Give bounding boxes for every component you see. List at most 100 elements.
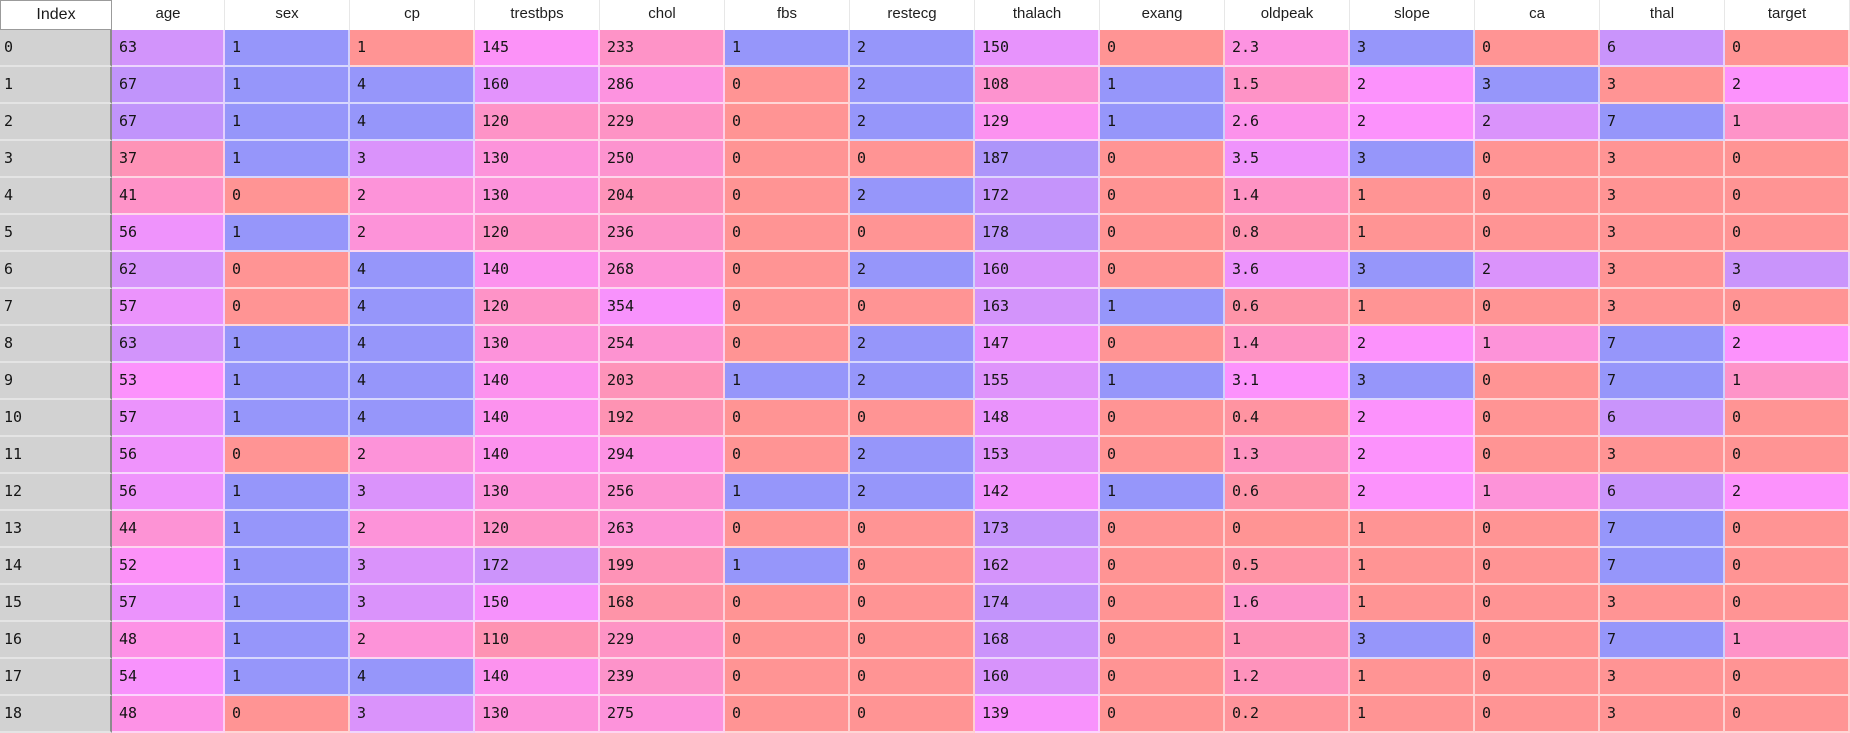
- cell-chol[interactable]: 204: [600, 178, 725, 215]
- cell-exang[interactable]: 0: [1100, 326, 1225, 363]
- cell-thalach[interactable]: 174: [975, 585, 1100, 622]
- cell-oldpeak[interactable]: 0.4: [1225, 400, 1350, 437]
- cell-trestbps[interactable]: 172: [475, 548, 600, 585]
- cell-ca[interactable]: 0: [1475, 548, 1600, 585]
- cell-fbs[interactable]: 1: [725, 474, 850, 511]
- cell-age[interactable]: 67: [112, 67, 225, 104]
- cell-restecg[interactable]: 0: [850, 622, 975, 659]
- cell-age[interactable]: 53: [112, 363, 225, 400]
- cell-sex[interactable]: 0: [225, 437, 350, 474]
- cell-oldpeak[interactable]: 1.3: [1225, 437, 1350, 474]
- cell-ca[interactable]: 0: [1475, 289, 1600, 326]
- cell-thal[interactable]: 3: [1600, 289, 1725, 326]
- cell-trestbps[interactable]: 145: [475, 30, 600, 67]
- cell-thal[interactable]: 3: [1600, 252, 1725, 289]
- cell-chol[interactable]: 256: [600, 474, 725, 511]
- cell-target[interactable]: 0: [1725, 215, 1850, 252]
- cell-slope[interactable]: 1: [1350, 585, 1475, 622]
- cell-restecg[interactable]: 0: [850, 141, 975, 178]
- row-index-cell[interactable]: 9: [0, 363, 112, 400]
- cell-fbs[interactable]: 0: [725, 104, 850, 141]
- column-header-target[interactable]: target: [1725, 0, 1850, 30]
- cell-chol[interactable]: 275: [600, 696, 725, 733]
- cell-target[interactable]: 0: [1725, 585, 1850, 622]
- cell-chol[interactable]: 286: [600, 67, 725, 104]
- cell-sex[interactable]: 1: [225, 67, 350, 104]
- cell-thalach[interactable]: 148: [975, 400, 1100, 437]
- cell-age[interactable]: 67: [112, 104, 225, 141]
- cell-restecg[interactable]: 0: [850, 659, 975, 696]
- row-index-cell[interactable]: 6: [0, 252, 112, 289]
- cell-cp[interactable]: 4: [350, 326, 475, 363]
- cell-target[interactable]: 1: [1725, 104, 1850, 141]
- cell-ca[interactable]: 2: [1475, 104, 1600, 141]
- cell-ca[interactable]: 0: [1475, 622, 1600, 659]
- cell-target[interactable]: 0: [1725, 659, 1850, 696]
- cell-ca[interactable]: 1: [1475, 326, 1600, 363]
- cell-exang[interactable]: 0: [1100, 585, 1225, 622]
- cell-thalach[interactable]: 150: [975, 30, 1100, 67]
- cell-chol[interactable]: 236: [600, 215, 725, 252]
- cell-thalach[interactable]: 129: [975, 104, 1100, 141]
- cell-age[interactable]: 44: [112, 511, 225, 548]
- row-index-cell[interactable]: 8: [0, 326, 112, 363]
- cell-target[interactable]: 2: [1725, 474, 1850, 511]
- row-index-cell[interactable]: 18: [0, 696, 112, 733]
- cell-exang[interactable]: 0: [1100, 400, 1225, 437]
- cell-thalach[interactable]: 187: [975, 141, 1100, 178]
- column-header-exang[interactable]: exang: [1100, 0, 1225, 30]
- cell-age[interactable]: 63: [112, 30, 225, 67]
- cell-sex[interactable]: 0: [225, 178, 350, 215]
- cell-ca[interactable]: 0: [1475, 30, 1600, 67]
- row-index-cell[interactable]: 0: [0, 30, 112, 67]
- cell-ca[interactable]: 0: [1475, 363, 1600, 400]
- cell-age[interactable]: 56: [112, 437, 225, 474]
- cell-thal[interactable]: 3: [1600, 141, 1725, 178]
- cell-slope[interactable]: 1: [1350, 178, 1475, 215]
- cell-slope[interactable]: 1: [1350, 659, 1475, 696]
- cell-age[interactable]: 54: [112, 659, 225, 696]
- cell-fbs[interactable]: 0: [725, 437, 850, 474]
- cell-age[interactable]: 41: [112, 178, 225, 215]
- cell-exang[interactable]: 1: [1100, 67, 1225, 104]
- cell-cp[interactable]: 4: [350, 289, 475, 326]
- cell-thal[interactable]: 7: [1600, 622, 1725, 659]
- cell-oldpeak[interactable]: 2.6: [1225, 104, 1350, 141]
- row-index-cell[interactable]: 15: [0, 585, 112, 622]
- cell-cp[interactable]: 2: [350, 215, 475, 252]
- cell-cp[interactable]: 3: [350, 474, 475, 511]
- row-index-cell[interactable]: 4: [0, 178, 112, 215]
- cell-target[interactable]: 0: [1725, 696, 1850, 733]
- cell-fbs[interactable]: 0: [725, 326, 850, 363]
- cell-exang[interactable]: 1: [1100, 289, 1225, 326]
- column-header-chol[interactable]: chol: [600, 0, 725, 30]
- cell-target[interactable]: 2: [1725, 67, 1850, 104]
- column-header-sex[interactable]: sex: [225, 0, 350, 30]
- cell-fbs[interactable]: 0: [725, 585, 850, 622]
- cell-target[interactable]: 0: [1725, 511, 1850, 548]
- cell-thal[interactable]: 6: [1600, 30, 1725, 67]
- cell-restecg[interactable]: 0: [850, 289, 975, 326]
- cell-exang[interactable]: 0: [1100, 141, 1225, 178]
- cell-age[interactable]: 37: [112, 141, 225, 178]
- cell-age[interactable]: 56: [112, 215, 225, 252]
- cell-exang[interactable]: 0: [1100, 511, 1225, 548]
- cell-age[interactable]: 57: [112, 289, 225, 326]
- cell-chol[interactable]: 168: [600, 585, 725, 622]
- cell-sex[interactable]: 1: [225, 548, 350, 585]
- cell-chol[interactable]: 263: [600, 511, 725, 548]
- cell-sex[interactable]: 1: [225, 30, 350, 67]
- cell-exang[interactable]: 0: [1100, 622, 1225, 659]
- cell-thalach[interactable]: 178: [975, 215, 1100, 252]
- cell-cp[interactable]: 3: [350, 141, 475, 178]
- cell-target[interactable]: 1: [1725, 622, 1850, 659]
- cell-slope[interactable]: 3: [1350, 622, 1475, 659]
- cell-chol[interactable]: 199: [600, 548, 725, 585]
- cell-oldpeak[interactable]: 3.1: [1225, 363, 1350, 400]
- cell-ca[interactable]: 1: [1475, 474, 1600, 511]
- cell-chol[interactable]: 294: [600, 437, 725, 474]
- cell-ca[interactable]: 0: [1475, 400, 1600, 437]
- cell-sex[interactable]: 1: [225, 585, 350, 622]
- cell-thalach[interactable]: 168: [975, 622, 1100, 659]
- cell-thalach[interactable]: 160: [975, 252, 1100, 289]
